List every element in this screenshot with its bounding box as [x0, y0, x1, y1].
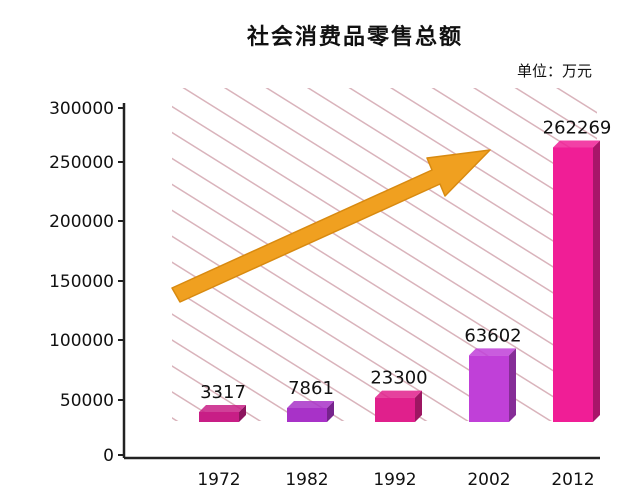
data-label: 23300	[370, 368, 427, 389]
y-tick-label: 250000	[49, 153, 114, 173]
data-label: 7861	[288, 378, 334, 399]
bar-1982	[287, 401, 334, 422]
bar-side-face	[593, 140, 600, 423]
bar-top-face	[375, 390, 422, 398]
bar-top-face	[199, 405, 246, 412]
bar-top-face	[553, 140, 600, 148]
bar-2002	[469, 348, 516, 422]
bar-top-face	[469, 348, 516, 356]
bar-side-face	[509, 348, 516, 422]
x-axis-ticks: 1972 1982 1992 2002 2012	[197, 470, 594, 490]
bar-side-face	[239, 405, 246, 422]
unit-label: 单位：万元	[517, 62, 592, 80]
chart-title: 社会消费品零售总额	[247, 24, 463, 50]
x-tick-label: 1972	[197, 470, 240, 490]
bar-front-face	[553, 147, 593, 423]
data-label: 3317	[200, 382, 246, 403]
y-tick-label: 50000	[60, 391, 114, 411]
bar-front-face	[469, 355, 509, 422]
data-labels: 3317 7861 23300 63602 262269	[200, 117, 611, 403]
bar-side-face	[415, 390, 422, 422]
bar-1972	[199, 405, 246, 422]
bar-2012	[553, 140, 600, 423]
data-label: 63602	[464, 325, 521, 346]
y-tick-label: 150000	[49, 272, 114, 292]
y-tick-label: 300000	[49, 99, 114, 119]
data-label: 262269	[543, 117, 612, 138]
bar-1992	[375, 390, 422, 422]
bar-front-face	[199, 412, 239, 422]
trend-arrow-icon	[171, 149, 491, 303]
x-tick-label: 1982	[285, 470, 328, 490]
y-tick-label: 0	[103, 446, 114, 466]
y-axis-ticks: 0 50000 100000 150000 200000 250000 300000	[49, 99, 124, 466]
x-tick-label: 1992	[373, 470, 416, 490]
x-tick-label: 2002	[467, 470, 510, 490]
bar-front-face	[375, 397, 415, 422]
x-tick-label: 2012	[551, 470, 594, 490]
bars	[199, 140, 600, 423]
bar-top-face	[287, 401, 334, 408]
hatched-plot-background	[172, 88, 597, 421]
y-tick-label: 200000	[49, 212, 114, 232]
bar-front-face	[287, 408, 327, 422]
trend-arrow-shape	[171, 149, 491, 303]
y-tick-label: 100000	[49, 331, 114, 351]
